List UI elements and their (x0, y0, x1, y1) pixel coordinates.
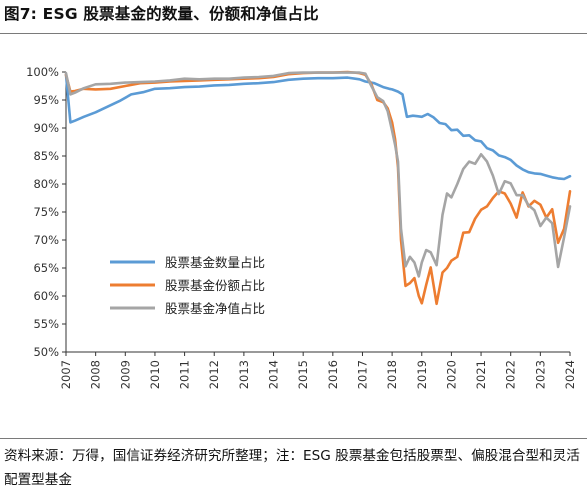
y-axis-ticks: 50% 55% 60% 65% 70% 75% 80% 85% 90% 95% 100% (26, 65, 66, 359)
y-tick-label: 90% (33, 121, 59, 135)
x-tick-label: 2014 (267, 360, 281, 389)
x-tick-label: 2011 (178, 360, 192, 389)
y-tick-label: 100% (26, 65, 59, 79)
y-tick-label: 55% (33, 317, 59, 331)
x-tick-label: 2007 (59, 360, 73, 389)
y-tick-label: 95% (33, 93, 59, 107)
x-tick-label: 2020 (444, 360, 458, 389)
source-note: 资料来源：万得，国信证券经济研究所整理；注：ESG 股票基金包括股票型、偏股混合… (4, 448, 580, 488)
x-tick-label: 2009 (118, 360, 132, 389)
x-tick-label: 2015 (296, 360, 310, 389)
series-lines (64, 70, 572, 306)
x-tick-label: 2013 (237, 360, 251, 389)
series-line-3 (64, 71, 572, 278)
legend-label: 股票基金数量占比 (165, 255, 265, 270)
x-tick-label: 2017 (355, 360, 369, 389)
x-tick-label: 2010 (148, 360, 162, 389)
legend-label: 股票基金份额占比 (165, 278, 265, 293)
y-tick-label: 70% (33, 233, 59, 247)
legend-label: 股票基金净值占比 (165, 301, 265, 316)
figure-title: 图7: ESG 股票基金的数量、份额和净值占比 (4, 5, 319, 23)
x-tick-label: 2018 (385, 360, 399, 389)
series-line-1 (64, 73, 572, 181)
x-tick-label: 2016 (326, 360, 340, 389)
y-tick-label: 75% (33, 205, 59, 219)
series-line-2 (64, 70, 572, 306)
x-tick-label: 2023 (533, 360, 547, 389)
y-tick-label: 50% (33, 345, 59, 359)
plot-area: 50%55%60%65%70%75%80%85%90%95%100% 2007 2… (26, 65, 577, 389)
x-tick-label: 2012 (207, 360, 221, 389)
title-divider (0, 33, 587, 34)
x-axis-ticks: 2007 2008 2009 2010 2011 2012 2013 2014 2015 2016… (59, 352, 577, 389)
line-chart: 50%55%60%65%70%75%80%85%90%95%100% 2007 2… (26, 65, 577, 389)
y-tick-label: 85% (33, 149, 59, 163)
x-tick-label: 2008 (89, 360, 103, 389)
y-tick-label: 60% (33, 289, 59, 303)
source-divider (0, 438, 587, 439)
x-tick-label: 2024 (563, 360, 577, 389)
y-tick-label: 65% (33, 261, 59, 275)
x-tick-label: 2021 (474, 360, 488, 389)
x-tick-label: 2019 (415, 360, 429, 389)
y-tick-label: 80% (33, 177, 59, 191)
x-tick-label: 2022 (504, 360, 518, 389)
